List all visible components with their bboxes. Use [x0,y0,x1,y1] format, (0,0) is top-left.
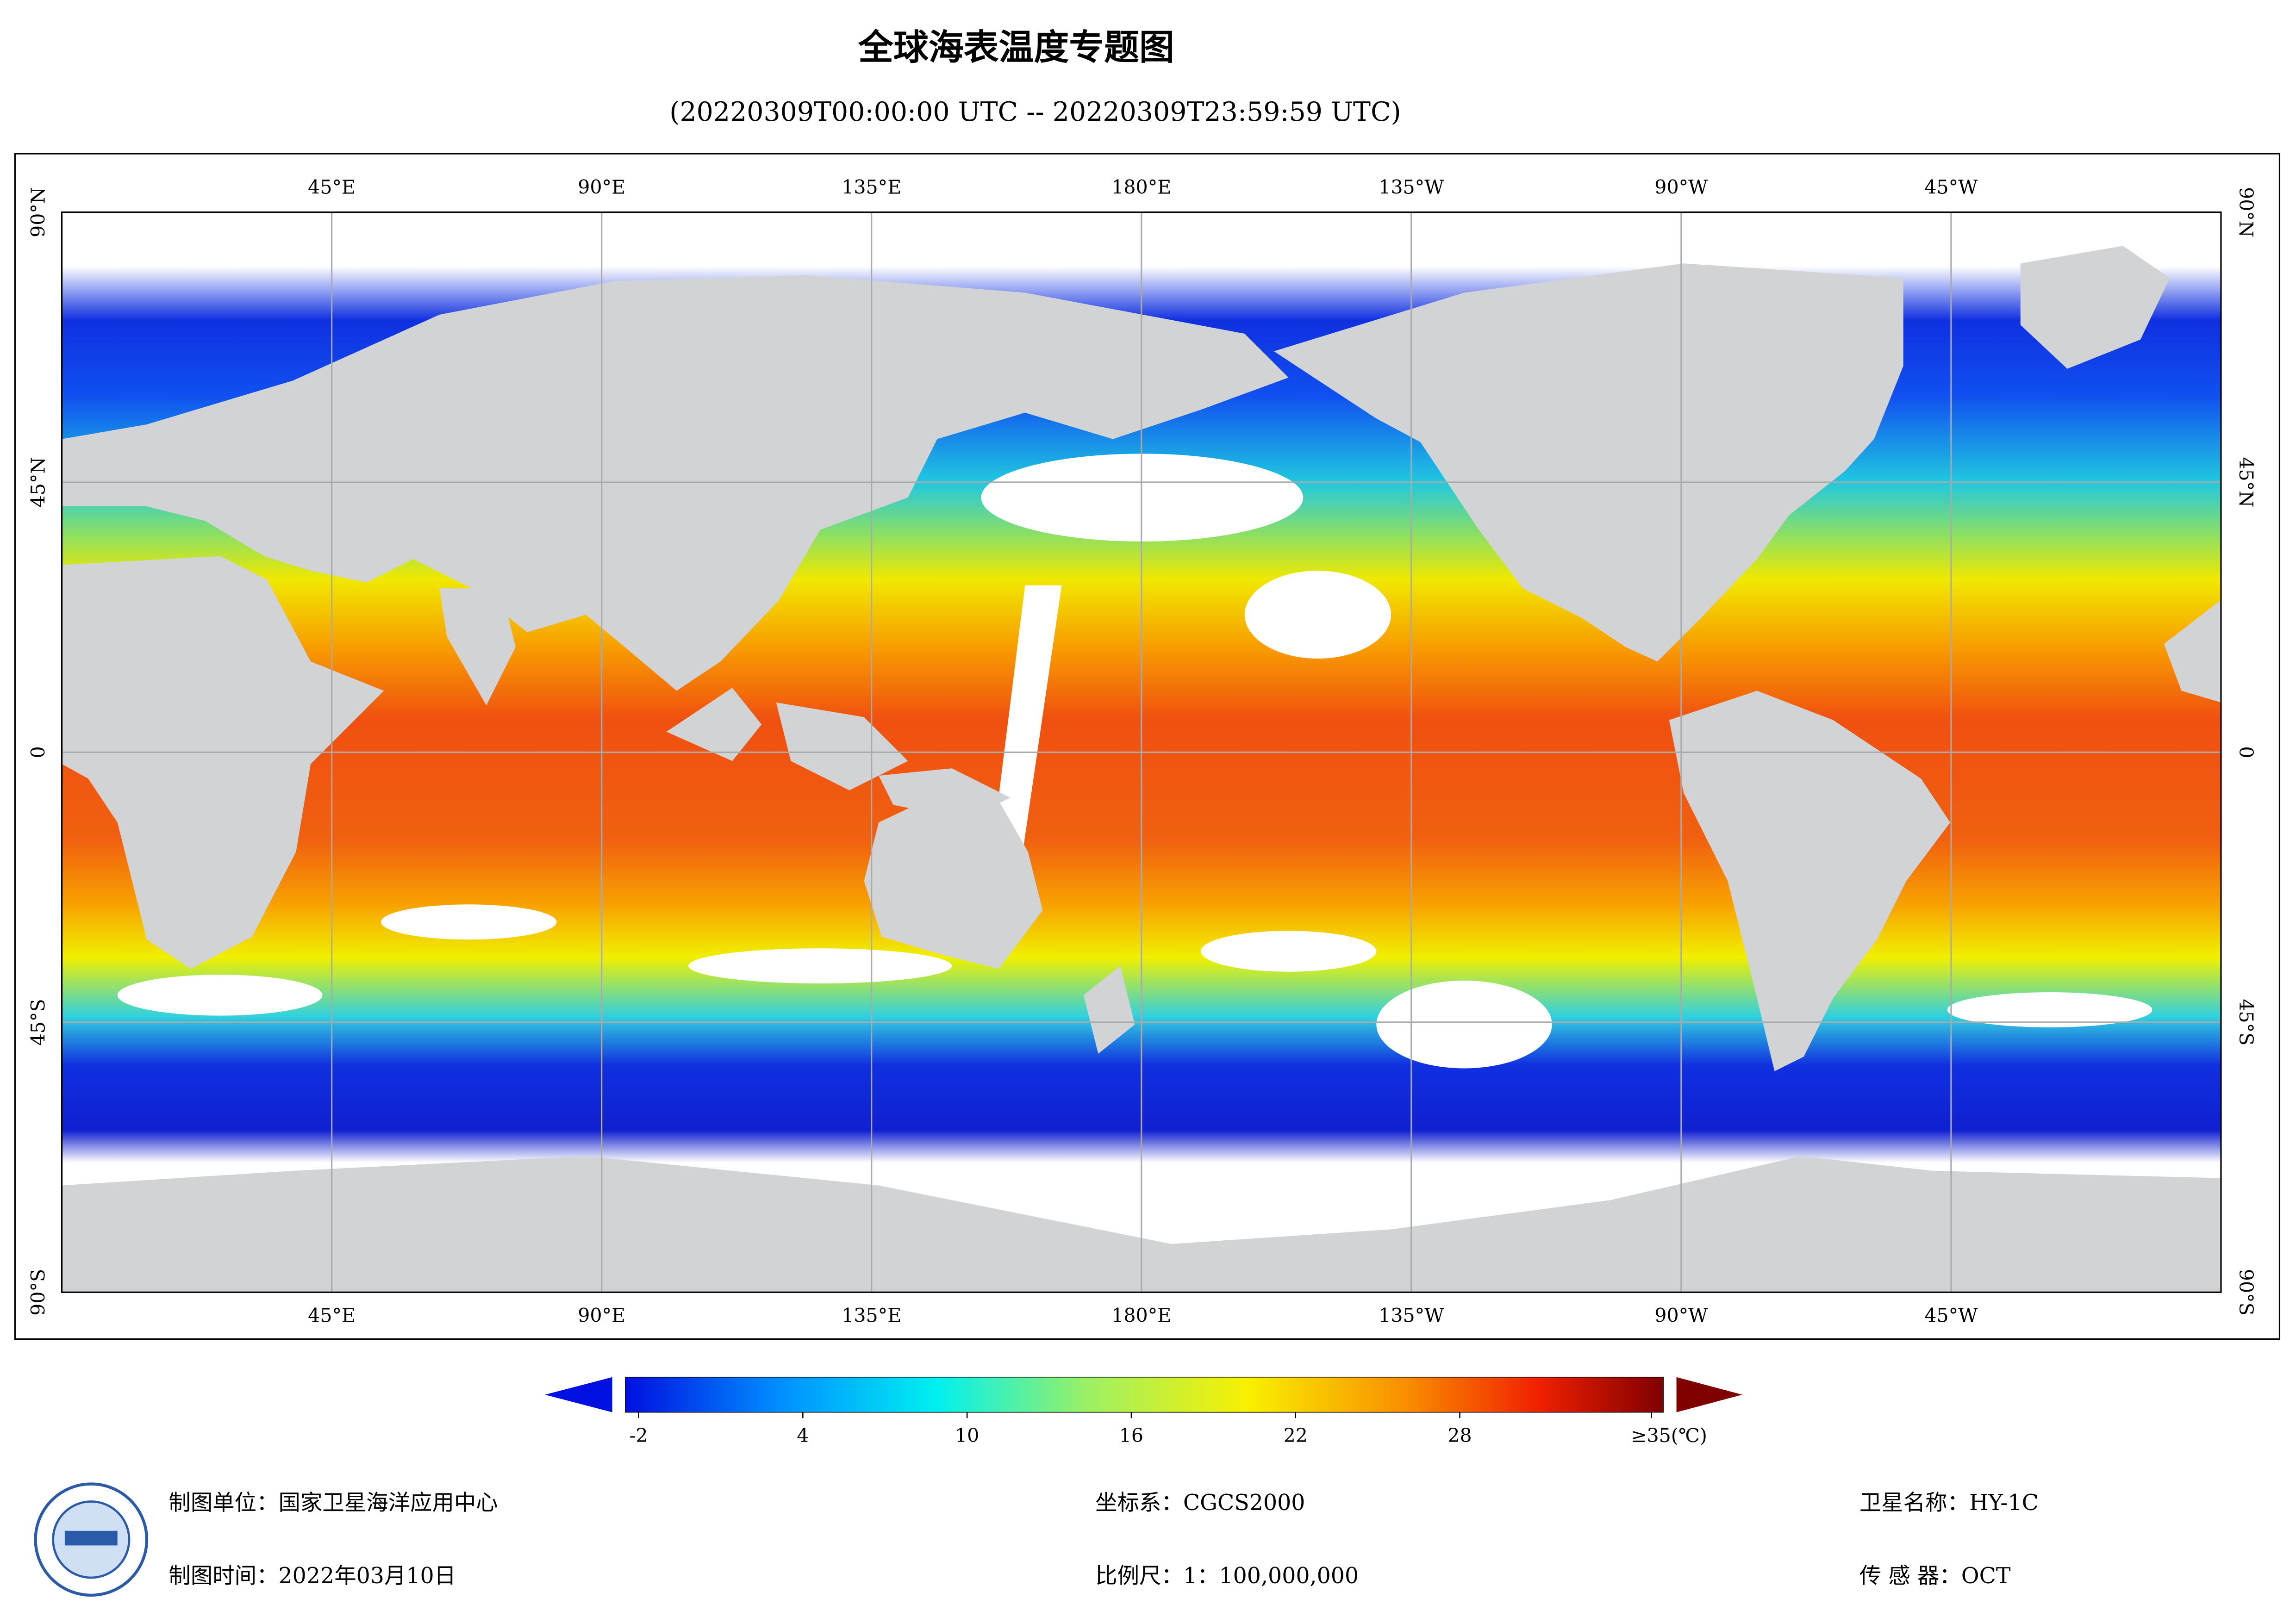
no-data [117,454,2152,1069]
lon-label-top: 45°W [1924,176,1978,198]
map-frame [14,153,2281,1340]
sensor: 传 感 器：OCT [1859,1563,2011,1589]
colorbar-tick-label: 4 [797,1424,809,1447]
colorbar-low-arrow [545,1377,612,1412]
map-border [61,211,2222,1293]
colorbar-tick-label: 28 [1447,1424,1472,1447]
lon-label-bottom: 45°E [308,1305,356,1327]
graticule [62,212,2221,1293]
lon-label-top: 180°E [1111,176,1171,198]
lat-label-right: 45°N [2235,457,2257,508]
lon-label-top: 135°E [842,176,901,198]
map-date: 制图时间：2022年03月10日 [168,1563,456,1589]
colorbar-tick-label: -2 [629,1424,648,1447]
colorbar-tick-label: ≥35(℃) [1631,1424,1707,1447]
colorbar-tick-label: 16 [1119,1424,1143,1447]
lon-label-bottom: 135°E [842,1305,901,1327]
title: 全球海表温度专题图 [858,27,1174,68]
lat-label-right: 90°N [2235,187,2257,237]
satellite: 卫星名称：HY-1C [1859,1490,2039,1516]
logo [34,1482,149,1597]
lon-label-top: 90°W [1654,176,1708,198]
lon-label-bottom: 90°E [578,1305,625,1327]
subtitle: (20220309T00:00:00 UTC -- 20220309T23:59… [669,97,1401,127]
map-unit: 制图单位：国家卫星海洋应用中心 [168,1490,498,1516]
lat-label-left: 90°S [27,1269,50,1316]
lon-label-bottom: 180°E [1111,1305,1171,1327]
lat-label-right: 0 [2235,746,2257,758]
lon-label-top: 45°E [308,176,356,198]
lat-label-right: 90°S [2235,1269,2257,1316]
lon-label-bottom: 45°W [1924,1305,1978,1327]
lon-label-bottom: 135°W [1379,1305,1444,1327]
lon-label-top: 135°W [1379,176,1444,198]
colorbar-tick-label: 10 [955,1424,979,1447]
crs: 坐标系：CGCS2000 [1095,1490,1305,1516]
colorbar-high-arrow [1676,1377,1742,1412]
lon-label-top: 90°E [578,176,625,198]
colorbar-tick-label: 22 [1284,1424,1308,1447]
scale: 比例尺：1：100,000,000 [1095,1563,1359,1589]
colorbar [625,1376,1664,1413]
lat-label-left: 90°N [27,187,50,237]
lat-label-left: 45°N [27,457,50,508]
lat-label-left: 0 [27,746,50,758]
lat-label-right: 45°S [2235,999,2257,1045]
lat-label-left: 45°S [27,999,50,1045]
lon-label-bottom: 90°W [1654,1305,1708,1327]
